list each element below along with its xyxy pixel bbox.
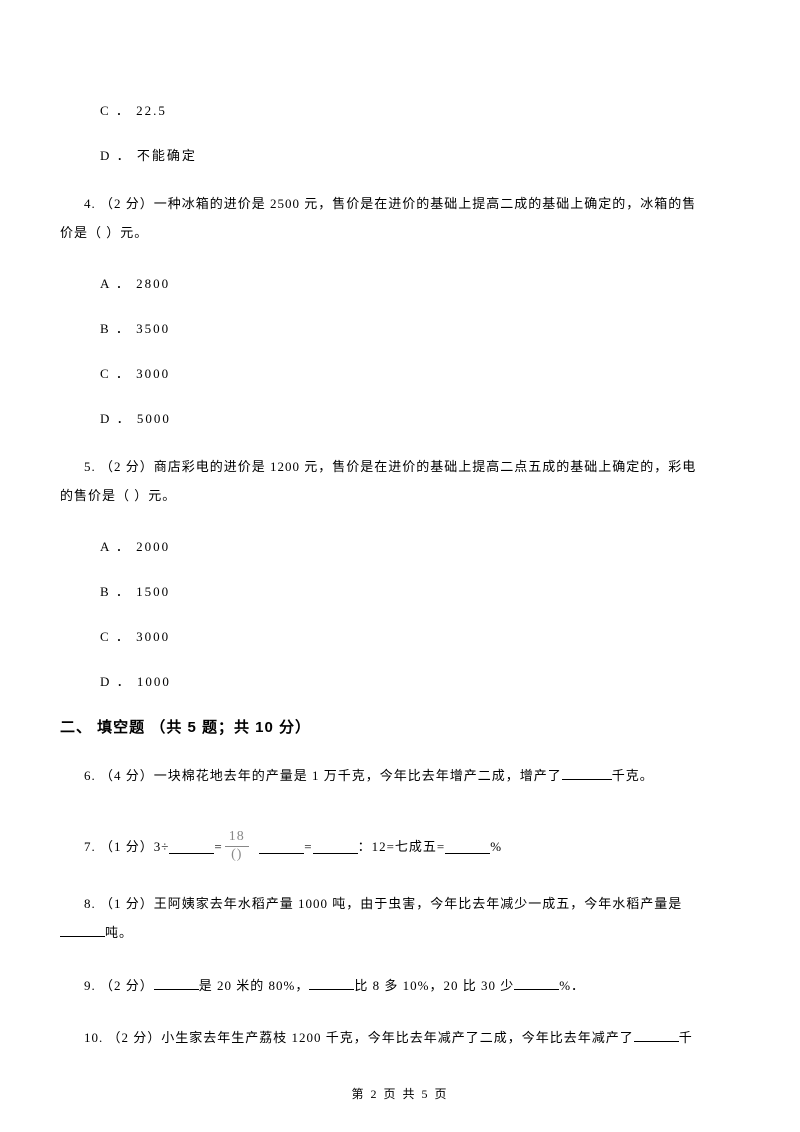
q9-mid2: 比 8 多 10%，20 比 30 少: [354, 978, 514, 993]
q9-suffix: %．: [559, 978, 585, 993]
q8-suffix: 吨。: [105, 925, 133, 940]
question-5-line2: 的售价是（ ）元。: [60, 482, 740, 511]
q10-prefix: 10. （2 分）小生家去年生产荔枝 1200 千克，今年比去年减产了二成，今年…: [84, 1030, 634, 1045]
question-4: 4. （2 分）一种冰箱的进价是 2500 元，售价是在进价的基础上提高二成的基…: [60, 190, 740, 247]
q9-blank3: [514, 976, 559, 990]
q6-suffix: 千克。: [612, 768, 654, 783]
question-5: 5. （2 分）商店彩电的进价是 1200 元，售价是在进价的基础上提高二点五成…: [60, 453, 740, 510]
option-c-q4: C ． 3000: [100, 363, 740, 382]
q7-eq2: =: [304, 834, 312, 860]
option-c-q3: C ． 22.5: [100, 100, 740, 119]
option-a-q5: A ． 2000: [100, 536, 740, 555]
option-d-q3: D ． 不能确定: [100, 145, 740, 164]
q9-blank2: [309, 976, 354, 990]
question-9: 9. （2 分） 是 20 米的 80%， 比 8 多 10%，20 比 30 少%…: [84, 973, 740, 999]
option-c-q5: C ． 3000: [100, 626, 740, 645]
q8-blank: [60, 923, 105, 937]
q7-blank1: [169, 840, 214, 854]
q7-fraction: 18 (): [225, 829, 249, 864]
q6-blank: [562, 766, 612, 780]
option-a-q4: A ． 2800: [100, 273, 740, 292]
option-b-q4: B ． 3500: [100, 318, 740, 337]
q7-blank3: [313, 840, 358, 854]
q7-eq1: =: [214, 834, 222, 860]
question-6: 6. （4 分）一块棉花地去年的产量是 1 万千克，今年比去年增产二成，增产了 千…: [84, 763, 740, 789]
question-4-line2: 价是（ ）元。: [60, 219, 740, 248]
q10-blank: [634, 1028, 679, 1042]
option-d-q4: D ． 5000: [100, 408, 740, 427]
question-8: 8. （1 分）王阿姨家去年水稻产量 1000 吨，由于虫害，今年比去年减少一成…: [60, 890, 740, 947]
question-7: 7. （1 分）3÷ = 18 () = ：12=七成五=%: [84, 829, 740, 864]
q7-mid: ：12=七成五=: [358, 834, 446, 860]
q9-mid1: 是 20 米的 80%，: [199, 978, 310, 993]
question-5-line1: 5. （2 分）商店彩电的进价是 1200 元，售价是在进价的基础上提高二点五成…: [84, 453, 740, 482]
q7-frac-den: (): [225, 847, 249, 864]
q6-prefix: 6. （4 分）一块棉花地去年的产量是 1 万千克，今年比去年增产二成，增产了: [84, 768, 562, 783]
q9-blank1: [154, 976, 199, 990]
q7-frac-num: 18: [225, 829, 249, 847]
q8-line1: 8. （1 分）王阿姨家去年水稻产量 1000 吨，由于虫害，今年比去年减少一成…: [84, 890, 740, 919]
q7-prefix: 7. （1 分）3÷: [84, 834, 169, 860]
option-b-q5: B ． 1500: [100, 581, 740, 600]
option-d-q5: D ． 1000: [100, 671, 740, 690]
q9-prefix: 9. （2 分）: [84, 978, 154, 993]
q8-line2: 吨。: [60, 919, 740, 948]
q10-suffix: 千: [679, 1030, 693, 1045]
page-footer: 第 2 页 共 5 页: [0, 1085, 800, 1102]
question-10: 10. （2 分）小生家去年生产荔枝 1200 千克，今年比去年减产了二成，今年…: [84, 1025, 740, 1051]
q7-suffix: %: [490, 834, 502, 860]
q7-blank4: [445, 840, 490, 854]
section-2-title: 二、 填空题 （共 5 题；共 10 分）: [60, 716, 740, 737]
q7-blank2: [259, 840, 304, 854]
question-4-line1: 4. （2 分）一种冰箱的进价是 2500 元，售价是在进价的基础上提高二成的基…: [84, 190, 740, 219]
